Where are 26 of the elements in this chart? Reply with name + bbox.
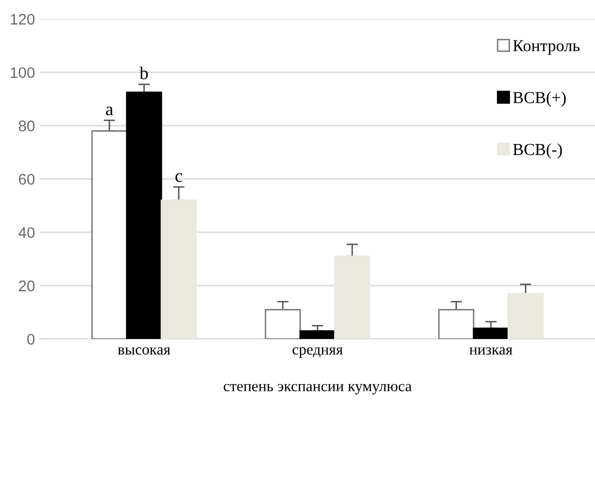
x-tick-label: низкая xyxy=(470,347,512,355)
x-tick-label: средняя xyxy=(292,347,343,358)
annotation: c xyxy=(175,173,182,182)
legend-label: BCB(-) xyxy=(513,143,562,158)
bar xyxy=(508,292,544,339)
bar xyxy=(438,308,474,339)
x-tick-label: высокая xyxy=(118,347,170,355)
bar xyxy=(91,130,128,339)
y-tick-label: 0 xyxy=(27,334,35,345)
y-tick-label: 80 xyxy=(18,120,35,132)
y-tick-label: 100 xyxy=(10,67,35,78)
annotation: a xyxy=(106,106,114,116)
bar xyxy=(160,200,197,339)
bar xyxy=(334,256,370,339)
bar xyxy=(472,328,509,339)
y-tick-label: 20 xyxy=(18,280,35,292)
annotation: b xyxy=(140,66,148,80)
bar xyxy=(264,308,301,339)
y-tick-label: 120 xyxy=(10,14,35,25)
legend-label: Контроль xyxy=(513,40,580,55)
x-axis-title: степень экспансии кумулюса xyxy=(224,384,412,394)
y-tick-label: 40 xyxy=(18,227,35,238)
legend-label: BCB(+) xyxy=(513,91,566,107)
y-tick-label: 60 xyxy=(18,174,35,185)
bar xyxy=(126,92,162,339)
bar xyxy=(299,330,336,339)
